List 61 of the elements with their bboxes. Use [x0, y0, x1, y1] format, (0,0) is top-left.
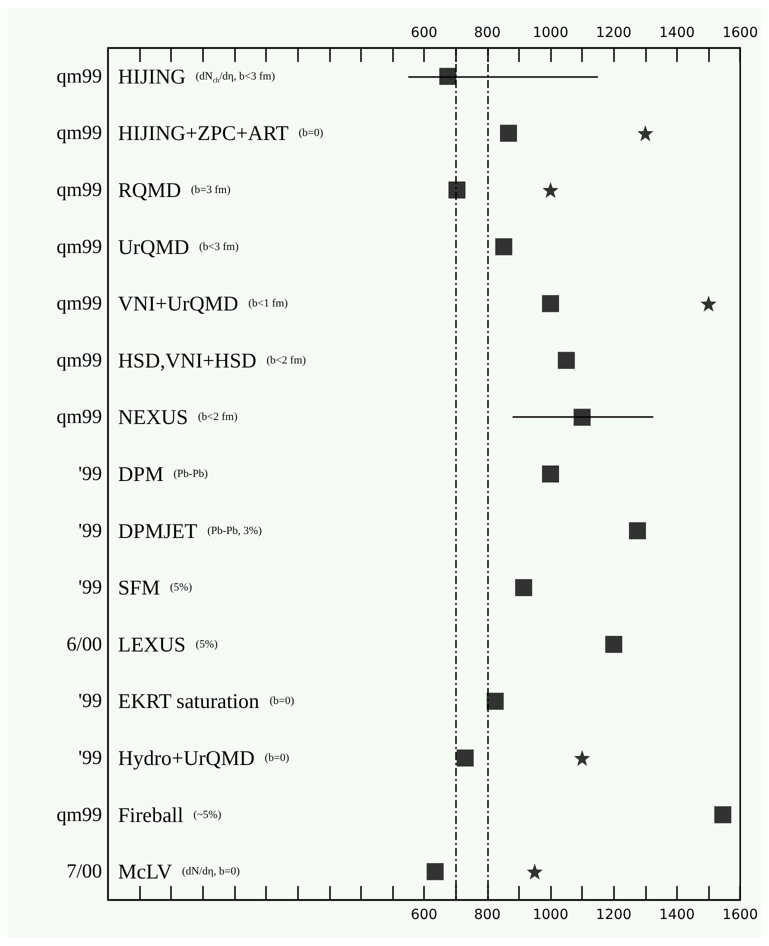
x2-tick-label: 1600: [722, 25, 758, 41]
point: [628, 522, 646, 540]
x2-tick-label: 600: [410, 25, 438, 41]
y-tick-label: NEXUS (b<2 fm): [118, 405, 238, 430]
y2-tick-label: qm99: [56, 179, 102, 201]
point: [486, 692, 504, 710]
y-tick-label: LEXUS (5%): [118, 632, 218, 656]
point: [500, 124, 517, 142]
point: [426, 863, 444, 880]
point: [574, 750, 590, 766]
y-tick-label: DPM (Pb-Pb): [118, 462, 208, 486]
y2-tick-label: qm99: [56, 804, 102, 826]
x-tick-label: 1200: [596, 907, 632, 923]
y2-tick-label: '99: [78, 576, 102, 599]
y-tick-label: SFM (5%): [118, 576, 192, 600]
y-tick-label: UrQMD (b<3 fm): [118, 234, 239, 259]
y-tick-label: Fireball (~5%): [118, 802, 222, 827]
y-tick-label: RQMD (b=3 fm): [118, 178, 231, 202]
point: [574, 408, 591, 426]
y-tick-label: McLV (dN/dη, b=0): [118, 860, 240, 884]
x-tick-label: 600: [410, 907, 438, 923]
point: [456, 750, 474, 766]
x-tick-label: 1000: [532, 907, 568, 923]
y2-tick-label: qm99: [56, 292, 102, 315]
x2-tick-label: 800: [474, 25, 501, 41]
point: [605, 636, 622, 653]
y-tick-label: DPMJET (Pb-Pb, 3%): [118, 518, 262, 543]
y2-tick-label: '99: [78, 747, 102, 769]
y2-tick-label: qm99: [56, 122, 102, 144]
y2-tick-label: '99: [78, 463, 102, 485]
y2-tick-label: qm99: [56, 349, 102, 372]
point: [448, 182, 466, 198]
point: [542, 295, 560, 312]
y-tick-label: HSD,VNI+HSD (b<2 fm): [118, 348, 306, 372]
point: [439, 68, 456, 85]
y2-tick-label: qm99: [56, 406, 102, 428]
y2-tick-label: 7/00: [66, 860, 102, 883]
y2-tick-label: qm99: [56, 236, 102, 258]
y2-tick-label: qm99: [56, 65, 102, 88]
x-tick-label: 800: [474, 907, 501, 923]
x2-tick-label: 1000: [532, 25, 568, 41]
y2-tick-label: '99: [78, 690, 102, 712]
point: [542, 466, 560, 482]
y-tick-label: VNI+UrQMD (b<1 fm): [118, 292, 288, 316]
x2-tick-label: 1200: [596, 25, 632, 41]
x-tick-label: 1400: [659, 907, 695, 923]
point: [714, 806, 732, 824]
point: [495, 238, 512, 256]
x-tick-label: 1600: [722, 907, 758, 923]
y-tick-label: EKRT saturation (b=0): [118, 689, 294, 714]
point: [700, 296, 717, 312]
x2-tick-label: 1400: [659, 25, 695, 41]
y2-tick-label: 6/00: [66, 633, 102, 656]
point: [515, 579, 532, 596]
point: [542, 182, 559, 198]
y-tick-label: HIJING+ZPC+ART (b=0): [118, 121, 324, 146]
point: [526, 864, 543, 880]
y2-tick-label: '99: [78, 520, 102, 542]
point: [637, 125, 654, 142]
point: [558, 352, 575, 369]
y-tick-label: Hydro+UrQMD (b=0): [118, 746, 290, 770]
